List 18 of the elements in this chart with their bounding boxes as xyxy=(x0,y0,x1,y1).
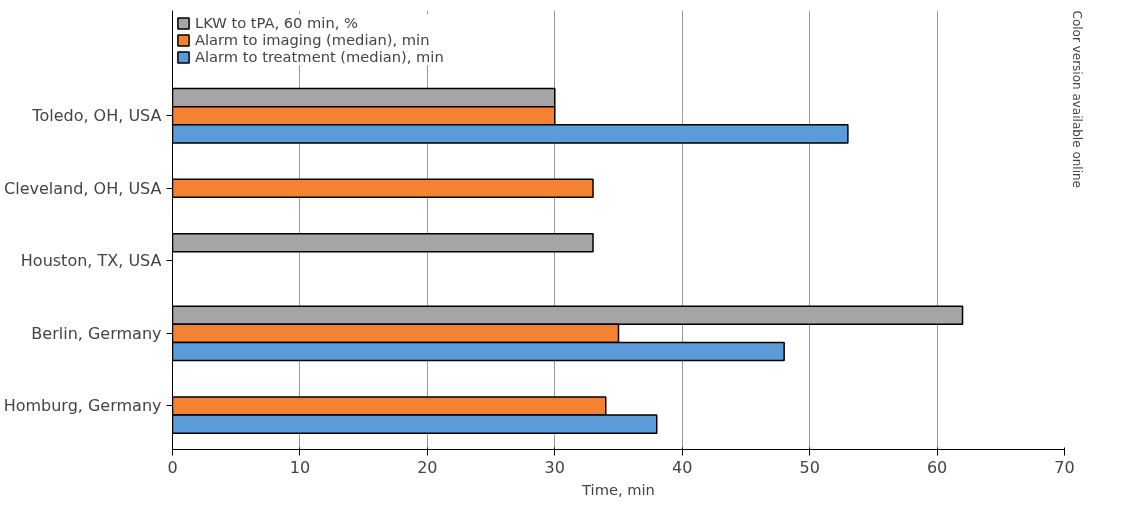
y-tick-label: Toledo, OH, USA xyxy=(31,106,162,126)
x-axis-title: Time, min xyxy=(581,480,655,498)
x-tick-label: 60 xyxy=(926,457,948,477)
x-tick-label: 30 xyxy=(544,457,565,477)
y-tick-label: Berlin, Germany xyxy=(31,323,162,343)
x-tick-label: 40 xyxy=(672,457,693,477)
x-tick-label: 20 xyxy=(417,457,438,477)
legend-label: Alarm to treatment (median), min xyxy=(195,48,444,65)
y-tick-label: Homburg, Germany xyxy=(3,396,162,416)
y-tick-label: Cleveland, OH, USA xyxy=(4,178,162,198)
text: Color version available online xyxy=(1069,10,1084,188)
x-tick-label: 10 xyxy=(289,457,311,477)
legend-label: LKW to tPA, 60 min, % xyxy=(195,14,358,31)
legend-label: Alarm to imaging (median), min xyxy=(195,31,430,48)
x-tick-label: 70 xyxy=(1054,457,1075,477)
x-tick-label: 0 xyxy=(167,457,178,477)
x-tick-label: 50 xyxy=(799,457,820,477)
y-tick-label: Houston, TX, USA xyxy=(20,251,162,271)
